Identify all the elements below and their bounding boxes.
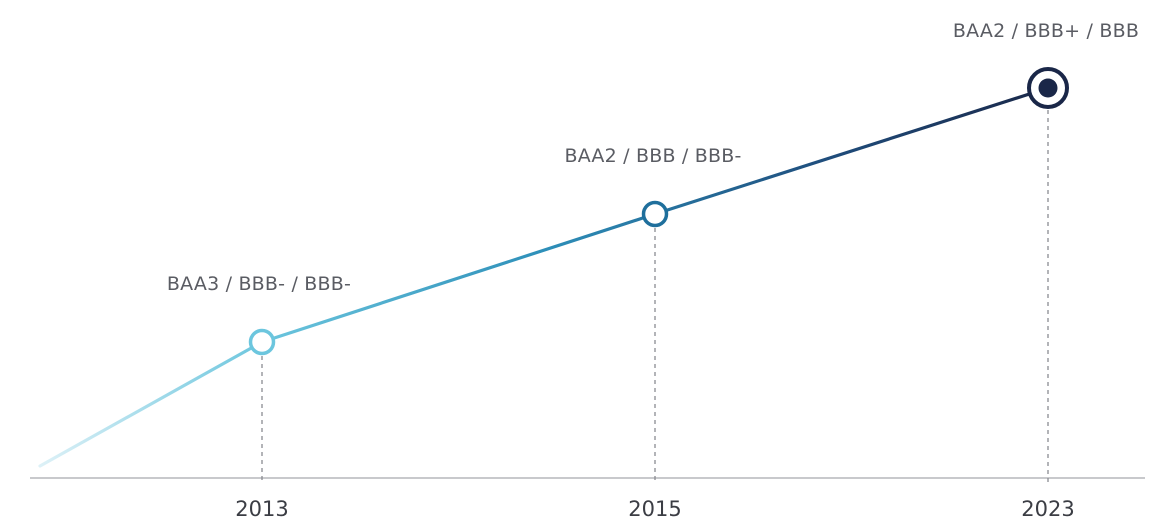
data-point-2013 [248,328,276,356]
x-tick-label-2013: 2013 [235,497,288,521]
x-tick-label-2023: 2023 [1021,497,1074,521]
data-label-2023: BAA2 / BBB+ / BBB [953,20,1139,42]
data-point-core-2023 [1038,78,1058,98]
x-tick-label-2015: 2015 [628,497,681,521]
series-line [38,86,1050,468]
data-label-2013: BAA3 / BBB- / BBB- [167,273,351,295]
data-point-2015 [641,200,669,228]
data-label-2015: BAA2 / BBB / BBB- [564,145,741,167]
chart-marks: BAA3 / BBB- / BBB- 2013 BAA2 / BBB / BBB- 2… [30,20,1145,521]
